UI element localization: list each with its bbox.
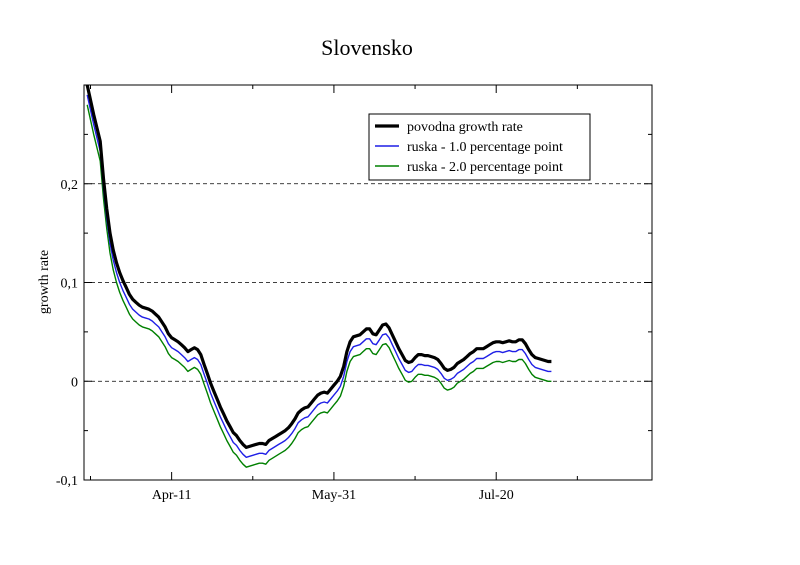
y-tick-label: 0,1 (61, 277, 79, 292)
series-lines (85, 85, 552, 468)
series-line-2 (86, 94, 552, 458)
x-tick-label: Apr-11 (152, 488, 192, 503)
x-tick-label: May-31 (312, 488, 356, 503)
y-tick-label: 0 (71, 375, 78, 390)
y-axis-ticks: -0,1 0 0,1 0,2 (56, 84, 652, 489)
legend-label: ruska - 1.0 percentage point (407, 140, 563, 155)
y-tick-label: 0,2 (61, 178, 79, 193)
series-line-3 (86, 104, 552, 468)
gridlines (84, 183, 652, 382)
legend: povodna growth rate ruska - 1.0 percentag… (368, 113, 591, 181)
legend-label: ruska - 2.0 percentage point (407, 160, 563, 175)
legend-box (368, 113, 591, 181)
chart-title: Slovensko (321, 35, 413, 60)
x-tick-label: Jul-20 (479, 488, 514, 503)
legend-label: povodna growth rate (407, 120, 523, 135)
x-axis-ticks: Apr-11 May-31 Jul-20 (89, 85, 578, 503)
y-axis-label: growth rate (37, 250, 52, 314)
series-line-1 (85, 85, 552, 449)
y-tick-label: -0,1 (56, 474, 78, 489)
